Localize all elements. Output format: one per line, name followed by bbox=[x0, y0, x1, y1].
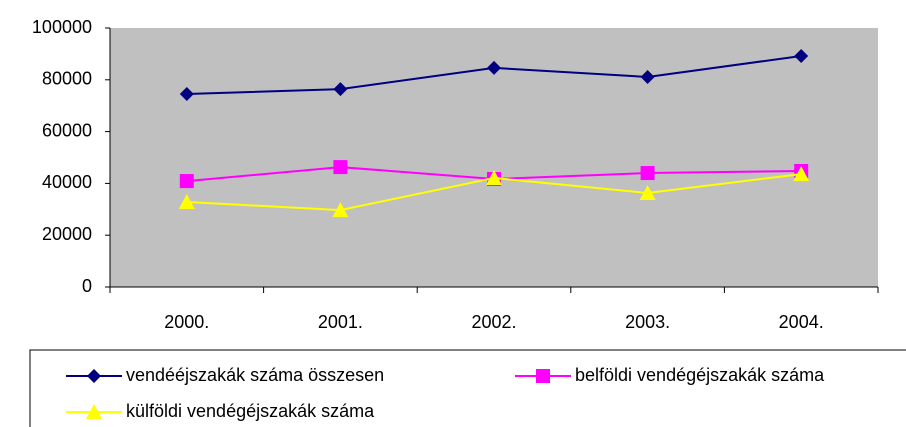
data-point bbox=[178, 194, 195, 210]
legend-box bbox=[29, 349, 906, 427]
data-point bbox=[793, 166, 810, 182]
data-point bbox=[639, 184, 656, 200]
y-tick-label: 20000 bbox=[42, 224, 92, 244]
data-point bbox=[332, 202, 349, 218]
y-tick-label: 60000 bbox=[42, 120, 92, 140]
y-tick-label: 80000 bbox=[42, 69, 92, 89]
data-point bbox=[794, 48, 809, 63]
data-point bbox=[179, 174, 194, 189]
legend-marker bbox=[86, 404, 102, 419]
legend-marker bbox=[536, 369, 550, 383]
data-point bbox=[640, 166, 655, 181]
data-point bbox=[640, 69, 655, 84]
y-tick-label: 100000 bbox=[32, 17, 92, 37]
x-tick-label: 2001. bbox=[318, 312, 363, 332]
legend-marker bbox=[87, 369, 101, 383]
data-point bbox=[486, 169, 502, 185]
x-tick-label: 2003. bbox=[625, 312, 670, 332]
data-point bbox=[333, 160, 348, 175]
legend-label: vendééjszakák száma összesen bbox=[126, 365, 384, 385]
data-point bbox=[333, 82, 348, 97]
legend-label: belföldi vendégéjszakák száma bbox=[575, 365, 825, 385]
y-tick-label: 40000 bbox=[42, 172, 92, 192]
data-point bbox=[179, 87, 194, 102]
legend-label: külföldi vendégéjszakák száma bbox=[126, 401, 375, 421]
x-tick-label: 2004. bbox=[779, 312, 824, 332]
x-tick-label: 2000. bbox=[164, 312, 209, 332]
data-point bbox=[487, 60, 501, 75]
x-tick-label: 2002. bbox=[471, 312, 516, 332]
y-tick-label: 0 bbox=[82, 276, 92, 296]
